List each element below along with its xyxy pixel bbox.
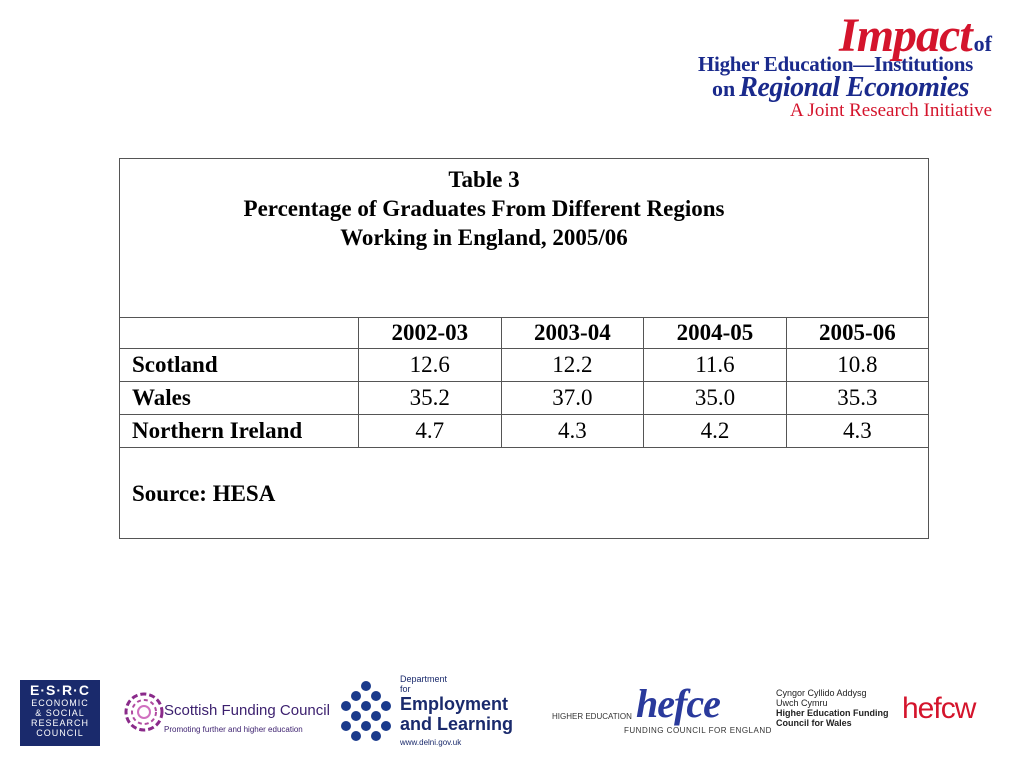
hefcw-text-line: Uwch Cymru [776,698,828,708]
table-header-row: 2002-03 2003-04 2004-05 2005-06 [120,317,928,349]
table-cell: 35.2 [358,381,502,415]
hefce-bottom-text: FUNDING COUNCIL FOR ENGLAND [624,726,772,735]
table-cell: 4.2 [643,414,787,448]
impact-logo-on: on [712,76,736,101]
impact-logo-of: of [973,31,992,56]
esrc-line: ECONOMIC [31,698,89,708]
hefcw-text-line: Cyngor Cyllido Addysg [776,688,867,698]
hefcw-wordmark: hefcw [902,692,976,725]
impact-logo: Impactof Higher Education—Institutions o… [690,8,1010,121]
sfc-tagline: Promoting further and higher education [164,725,303,734]
impact-logo-title: Impact [839,9,973,62]
hefcw-text-line: Higher Education Funding [776,708,889,718]
table-cell: 12.2 [500,348,645,382]
table-cell: 35.3 [785,381,928,415]
table-cell: 4.3 [785,414,928,448]
hefcw-text-line: Council for Wales [776,718,852,728]
impact-logo-regional: Regional Economies [739,72,970,103]
table-row: Wales 35.2 37.0 35.0 35.3 [120,381,928,415]
table-cell: 12.6 [358,348,502,382]
table-title: Table 3 Percentage of Graduates From Dif… [120,165,928,252]
table-title-line-3: Working in England, 2005/06 [340,225,628,250]
table-cell: 37.0 [500,381,645,415]
table-cell: 4.7 [358,414,502,448]
del-name-line-2: and Learning [400,714,514,734]
del-logo: Department for Employment and Learning w… [338,672,528,752]
row-label: Scotland [120,348,359,382]
impact-logo-title-row: Impactof [839,8,992,63]
column-header: 2002-03 [358,317,502,349]
hefcw-text: Cyngor Cyllido Addysg Uwch Cymru Higher … [776,688,889,728]
impact-logo-tagline: A Joint Research Initiative [790,100,993,121]
sfc-swirl-icon [124,692,164,732]
impact-logo-line2: Higher Education—Institutions [698,52,974,76]
graduates-table: 2002-03 2003-04 2004-05 2005-06 Scotland… [120,317,928,448]
row-label: Wales [120,381,359,415]
esrc-abbr: E·S·R·C [30,682,90,698]
column-header: 2004-05 [643,317,787,349]
table-title-line-2: Percentage of Graduates From Different R… [243,196,725,221]
esrc-line: COUNCIL [36,728,84,738]
sfc-name: Scottish Funding Council [164,702,330,719]
del-hexagon-icon [341,681,391,741]
sfc-logo: Scottish Funding Council Promoting furth… [122,680,330,746]
impact-logo-line3: on Regional Economies [712,72,970,104]
esrc-line: RESEARCH [30,718,89,728]
column-header: 2003-04 [500,317,645,349]
del-name: Employment and Learning [400,694,513,734]
table-panel: Table 3 Percentage of Graduates From Dif… [119,158,929,539]
hefce-left-text: HIGHER EDUCATION [552,712,632,721]
esrc-line: & SOCIAL [35,708,85,718]
table-cell: 11.6 [643,348,787,382]
del-url: www.delni.gov.uk [400,738,462,747]
table-row: Northern Ireland 4.7 4.3 4.2 4.3 [120,414,928,448]
column-header: 2005-06 [785,317,928,349]
table-cell: 35.0 [643,381,787,415]
table-cell: 4.3 [500,414,645,448]
table-source: Source: HESA [132,481,276,506]
del-name-line-1: Employment [400,694,509,714]
hefce-logo: hefce HIGHER EDUCATION FUNDING COUNCIL F… [548,680,771,740]
table-header-blank [120,317,359,349]
table-row: Scotland 12.6 12.2 11.6 10.8 [120,348,928,382]
table-title-line-1: Table 3 [448,167,520,192]
table-cell: 10.8 [785,348,928,382]
hefce-wordmark: hefce [636,681,721,726]
esrc-logo: E·S·R·C ECONOMIC & SOCIAL RESEARCH COUNC… [20,680,100,746]
hefcw-logo: Cyngor Cyllido Addysg Uwch Cymru Higher … [772,688,1012,738]
del-dept: Department for [400,674,448,694]
row-label: Northern Ireland [120,414,359,448]
